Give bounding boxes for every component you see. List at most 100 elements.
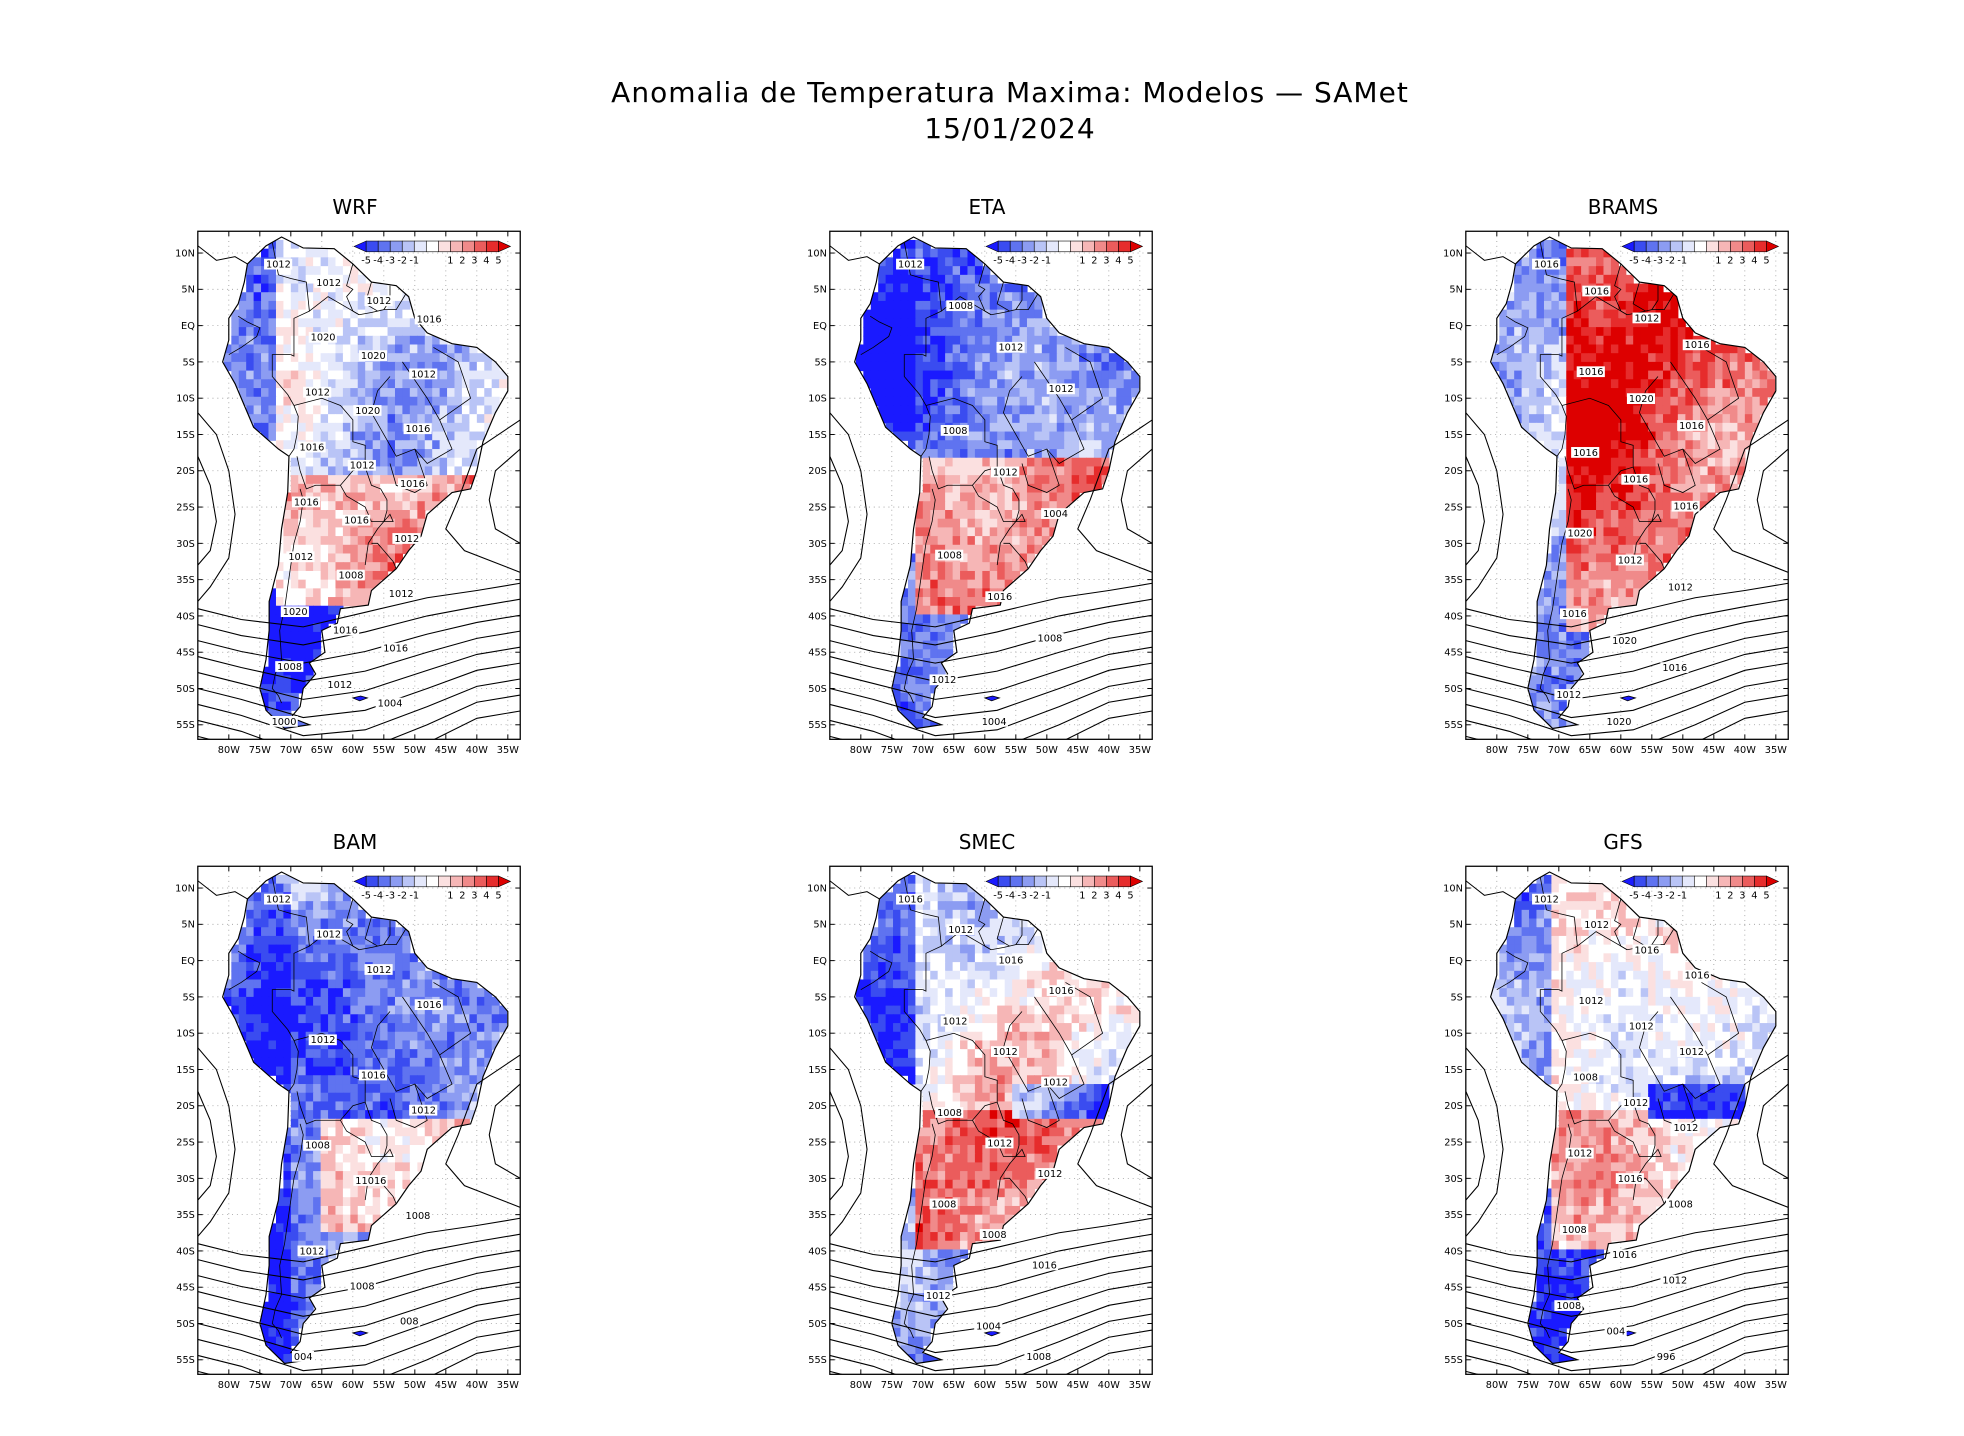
lat-tick-label: 10S	[1444, 394, 1463, 405]
lon-tick-label: 75W	[1517, 745, 1539, 756]
isobar-label: 1012	[316, 930, 341, 941]
lat-tick-label: 40S	[808, 1246, 827, 1257]
panel-title: BAM	[332, 830, 378, 854]
isobar-label: 1016	[1032, 1260, 1057, 1271]
isobar-label: 1008	[1573, 1072, 1598, 1083]
anomaly-field	[223, 874, 508, 1364]
lon-tick-label: 50W	[404, 745, 426, 756]
lat-tick-label: 35S	[1444, 575, 1463, 586]
map-area: 1012 1012 1016 1016 1012 1012 1012 1008 1012 1012…	[1465, 866, 1789, 1375]
isobar-label: 1008	[932, 1199, 957, 1210]
lon-tick-label: 45W	[1703, 745, 1725, 756]
lon-tick-label: 70W	[912, 745, 934, 756]
isobar-label: 1016	[1534, 260, 1559, 271]
isobar-label: 11016	[355, 1176, 386, 1187]
lat-tick-label: EQ	[1449, 321, 1463, 332]
lon-tick-label: 80W	[1486, 1380, 1508, 1391]
lat-tick-label: 5S	[182, 992, 194, 1003]
colorbar-label: 4	[1115, 891, 1121, 902]
colorbar: -5 -4 -3 -2 -1 1 2 3 4 5	[985, 240, 1144, 267]
lat-tick-label: 30S	[1444, 1174, 1463, 1185]
lat-tick-label: 45S	[176, 648, 195, 659]
colorbar-label: 1	[447, 256, 453, 267]
lon-tick-label: 45W	[435, 745, 457, 756]
colorbar-label: 4	[1751, 256, 1757, 267]
lon-tick-label: 45W	[1067, 1380, 1089, 1391]
isobar-label: 1008	[277, 662, 302, 673]
isobar-label: 1016	[1679, 421, 1704, 432]
isobar-label: 1016	[417, 1000, 442, 1011]
colorbar-label: 3	[1103, 256, 1109, 267]
isobar-label: 1000	[272, 717, 297, 728]
lon-tick-label: 60W	[342, 1380, 364, 1391]
map-area: 1016 1012 1016 1016 1012 1012 1012 1008 1012 1012…	[829, 866, 1153, 1375]
lat-tick-label: 15S	[1444, 430, 1463, 441]
lat-tick-label: 10N	[175, 883, 195, 894]
lat-tick-label: 10S	[176, 1029, 195, 1040]
isobar-label: 1008	[937, 1108, 962, 1119]
isobar-label: 1012	[266, 895, 291, 906]
isobar-label: 1020	[1607, 717, 1632, 728]
isobar-label: 1012	[1534, 895, 1559, 906]
isobar-label: 1012	[305, 388, 330, 399]
lat-tick-label: 50S	[176, 1319, 195, 1330]
colorbar-label: -3	[1653, 256, 1663, 267]
panel-title: ETA	[968, 195, 1006, 219]
lat-tick-label: 10S	[808, 1029, 827, 1040]
lon-tick-label: 75W	[881, 745, 903, 756]
isobar-label: 1008	[982, 1230, 1007, 1241]
lon-tick-label: 80W	[850, 745, 872, 756]
isobar-label: 1012	[948, 925, 973, 936]
lat-tick-label: EQ	[1449, 956, 1463, 967]
isobar-label: 1008	[1556, 1301, 1581, 1312]
colorbar: -5 -4 -3 -2 -1 1 2 3 4 5	[353, 240, 512, 267]
lat-tick-label: 10S	[176, 394, 195, 405]
isobar-label: 1012	[932, 675, 957, 686]
figure-title: Anomalia de Temperatura Maxima: Modelos …	[0, 75, 1964, 147]
lat-tick-label: 25S	[808, 1137, 827, 1148]
lon-tick-label: 75W	[249, 1380, 271, 1391]
isobar-label: 1016	[1049, 986, 1074, 997]
lon-tick-label: 75W	[1517, 1380, 1539, 1391]
isobar-label: 1012	[987, 1138, 1012, 1149]
colorbar-label: -5	[993, 256, 1003, 267]
isobar-label: 1008	[1038, 634, 1063, 645]
lat-tick-label: 10N	[1443, 248, 1463, 259]
isobar-label: 1012	[993, 467, 1018, 478]
colorbar-label: 4	[483, 891, 489, 902]
colorbar-label: -2	[1665, 891, 1675, 902]
panel-title: GFS	[1603, 830, 1643, 854]
lat-tick-label: 50S	[176, 684, 195, 695]
colorbar-label: -1	[409, 891, 419, 902]
lon-tick-label: 50W	[404, 1380, 426, 1391]
isobar-label: 004	[1607, 1326, 1626, 1337]
isobar-label: 1012	[394, 534, 419, 545]
lon-tick-label: 40W	[1734, 1380, 1756, 1391]
lat-tick-label: 50S	[1444, 684, 1463, 695]
lon-tick-label: 45W	[1703, 1380, 1725, 1391]
map-panel-brams: BRAMS 1016 1016 1012 1016 1016 1020 1016 1016 101…	[1443, 195, 1878, 785]
map-canvas: 1012101210121016101210161012100811016100…	[175, 865, 521, 1391]
isobar-label: 1016	[1562, 609, 1587, 620]
colorbar: -5 -4 -3 -2 -1 1 2 3 4 5	[1621, 240, 1780, 267]
isobar-label: 1012	[1568, 1149, 1593, 1160]
lat-tick-label: EQ	[181, 321, 195, 332]
lat-tick-label: 30S	[808, 539, 827, 550]
lat-tick-label: 55S	[1444, 720, 1463, 731]
lat-tick-label: 35S	[808, 1210, 827, 1221]
isobar-label: 1012	[1623, 1098, 1648, 1109]
lat-tick-label: 35S	[176, 1210, 195, 1221]
isobar-label: 1016	[1584, 286, 1609, 297]
lat-tick-label: 55S	[176, 720, 195, 731]
lat-tick-label: 30S	[1444, 539, 1463, 550]
isobar-label: 1020	[1629, 394, 1654, 405]
colorbar: -5 -4 -3 -2 -1 1 2 3 4 5	[353, 875, 512, 902]
lat-tick-label: 5S	[814, 992, 826, 1003]
lat-tick-label: 15S	[808, 1065, 827, 1076]
lon-tick-label: 35W	[1765, 1380, 1787, 1391]
map-panel-gfs: GFS 1012 1012 1016 1016 1012 1012 1012 1008 1012 1…	[1443, 830, 1878, 1420]
isobar-label: 1016	[344, 516, 369, 527]
colorbar-label: -2	[1029, 256, 1039, 267]
lon-tick-label: 55W	[1641, 1380, 1663, 1391]
lon-tick-label: 50W	[1036, 1380, 1058, 1391]
